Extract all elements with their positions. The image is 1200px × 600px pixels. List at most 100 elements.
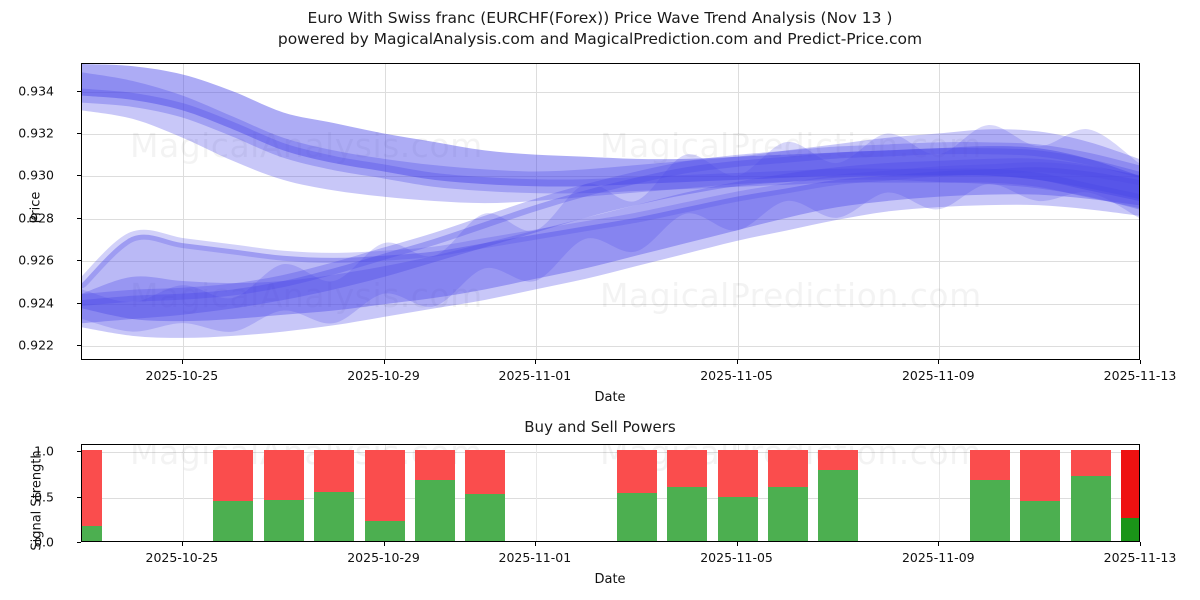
price-gridline-v [939,64,941,359]
power-ytick-mark [77,451,81,453]
price-gridline-h [82,218,1139,220]
price-xtick-label: 2025-11-01 [498,368,572,383]
power-bar[interactable] [616,450,657,541]
power-bar[interactable] [1020,450,1061,541]
sell-power-segment [364,450,405,522]
buy-power-segment [465,493,506,541]
power-bar[interactable] [1121,450,1139,541]
price-ytick-label: 0.934 [18,83,54,99]
power-bar[interactable] [213,450,254,541]
price-ytick-label: 0.924 [18,295,54,311]
power-xtick-label: 2025-11-05 [700,550,773,565]
price-xaxis-title: Date [594,390,626,405]
page-title-line-2: powered by MagicalAnalysis.com and Magic… [277,30,923,48]
power-bar[interactable] [415,450,455,541]
power-ytick-label: 0.0 [34,534,54,550]
price-ytick-label: 0.930 [18,167,54,183]
price-gridline-v [182,64,184,359]
power-xtick-mark [1140,542,1141,546]
power-xtick-label: 2025-10-25 [145,550,219,565]
power-bar[interactable] [364,450,405,541]
price-wave-core-stroke [82,162,1139,289]
power-ytick-mark [77,542,81,543]
sell-power-segment [415,450,455,481]
price-xtick-mark [181,360,183,364]
buy-power-segment [364,521,405,541]
power-yaxis-title: Signal Strength [29,450,45,551]
price-xtick-label: 2025-10-25 [145,368,219,383]
power-xaxis-title: Date [594,572,626,587]
buy-power-segment [969,480,1010,541]
price-wave-band [82,167,1139,322]
sell-power-segment [717,450,758,497]
power-bar[interactable] [717,450,758,541]
price-wave-band [82,125,1139,332]
sell-power-segment [465,450,506,494]
power-bar[interactable] [818,450,859,541]
power-bar[interactable] [667,450,708,541]
buy-power-segment [616,492,657,541]
price-xtick-mark [736,360,738,364]
price-ytick-mark [77,133,81,134]
power-gridline-v [535,445,537,541]
price-xtick-label: 2025-10-29 [347,368,420,383]
power-bar[interactable] [768,450,808,541]
buy-power-segment [667,486,708,541]
buy-power-segment [213,501,254,541]
sell-power-segment [263,450,304,501]
sell-power-segment [667,450,708,487]
price-wave-core-stroke [82,142,1139,306]
buy-power-segment [415,480,455,541]
power-xtick-label: 2025-10-29 [347,550,420,565]
price-xtick-mark [534,360,536,364]
price-xtick-label: 2025-11-09 [901,368,975,383]
buy-power-segment [1070,475,1111,541]
price-wave-band [82,64,1139,201]
sell-power-segment [616,450,657,493]
price-ytick-label: 0.932 [18,125,54,141]
price-wave-chart-panel: MagicalAnalysis.com MagicalPrediction.co… [81,63,1140,360]
power-bar[interactable] [465,450,506,541]
power-xtick-mark [534,542,536,546]
power-bar[interactable] [314,450,355,541]
page-title-line-1: Euro With Swiss franc (EURCHF(Forex)) Pr… [307,9,893,27]
buy-power-segment [82,526,102,541]
price-gridline-v [384,64,386,359]
power-ytick-label: 0.5 [34,489,54,505]
price-wave-band [82,158,1139,338]
buy-power-segment [263,500,304,541]
price-gridline-h [82,91,1139,93]
price-gridline-h [82,134,1139,135]
price-gridline-v [737,64,739,359]
sell-power-segment [1020,450,1061,502]
power-xtick-mark [938,542,940,546]
buy-power-segment [818,470,859,541]
sell-power-segment [213,450,254,502]
price-ytick-label: 0.922 [18,337,54,353]
price-gridline-h [82,176,1139,178]
price-wave-band [82,148,1139,324]
power-bar[interactable] [263,450,304,541]
price-wave-bands [82,64,1139,338]
power-bar[interactable] [969,450,1010,541]
price-xtick-mark [1140,360,1141,364]
price-yaxis-title: Price [28,191,44,224]
price-ytick-mark [77,90,81,92]
chart-title-block: Euro With Swiss franc (EURCHF(Forex)) Pr… [0,8,1200,50]
sell-power-segment [82,450,102,527]
buy-power-segment [1020,501,1061,541]
power-chart-title: Buy and Sell Powers [524,418,676,436]
price-xtick-label: 2025-11-05 [700,368,773,383]
price-ytick-mark [77,345,81,347]
sell-power-segment [768,450,808,487]
price-ytick-mark [77,260,81,262]
power-bar[interactable] [82,450,102,541]
power-bar[interactable] [1070,450,1111,541]
price-xtick-mark [938,360,940,364]
price-gridline-h [82,303,1139,305]
price-ytick-label: 0.928 [18,210,54,226]
power-xtick-mark [181,542,183,546]
price-ytick-mark [77,217,81,219]
price-ytick-mark [77,302,81,304]
